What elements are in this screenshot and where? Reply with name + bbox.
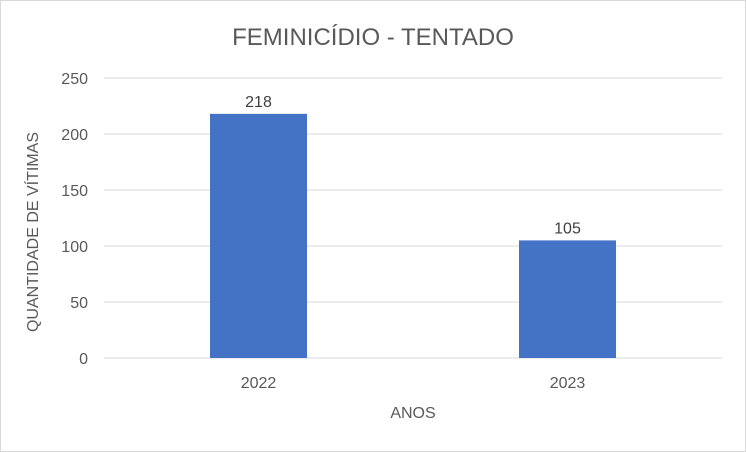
x-tick-label-2023: 2023: [550, 375, 586, 392]
bar-2023: [519, 240, 616, 358]
x-axis-ticks: 2022 2023: [241, 375, 586, 392]
data-label-2022: 218: [245, 94, 272, 111]
y-tick-label: 50: [70, 295, 88, 312]
data-label-2023: 105: [554, 220, 581, 237]
y-tick-label: 150: [61, 183, 88, 200]
bar-2022: [210, 113, 307, 358]
x-tick-label-2022: 2022: [241, 375, 277, 392]
y-tick-label: 200: [61, 127, 88, 144]
y-tick-label: 250: [61, 71, 88, 88]
x-axis-title: ANOS: [390, 405, 435, 422]
gridlines: [104, 77, 722, 359]
y-axis-ticks: 0 50 100 150 200 250: [61, 71, 88, 368]
y-tick-label: 0: [79, 351, 88, 368]
data-labels: 218 105: [245, 94, 581, 238]
y-axis-title: QUANTIDADE DE VÍTIMAS: [23, 132, 42, 332]
chart-title: FEMINICÍDIO - TENTADO: [232, 24, 514, 51]
y-tick-label: 100: [61, 239, 88, 256]
bars: [210, 113, 616, 358]
